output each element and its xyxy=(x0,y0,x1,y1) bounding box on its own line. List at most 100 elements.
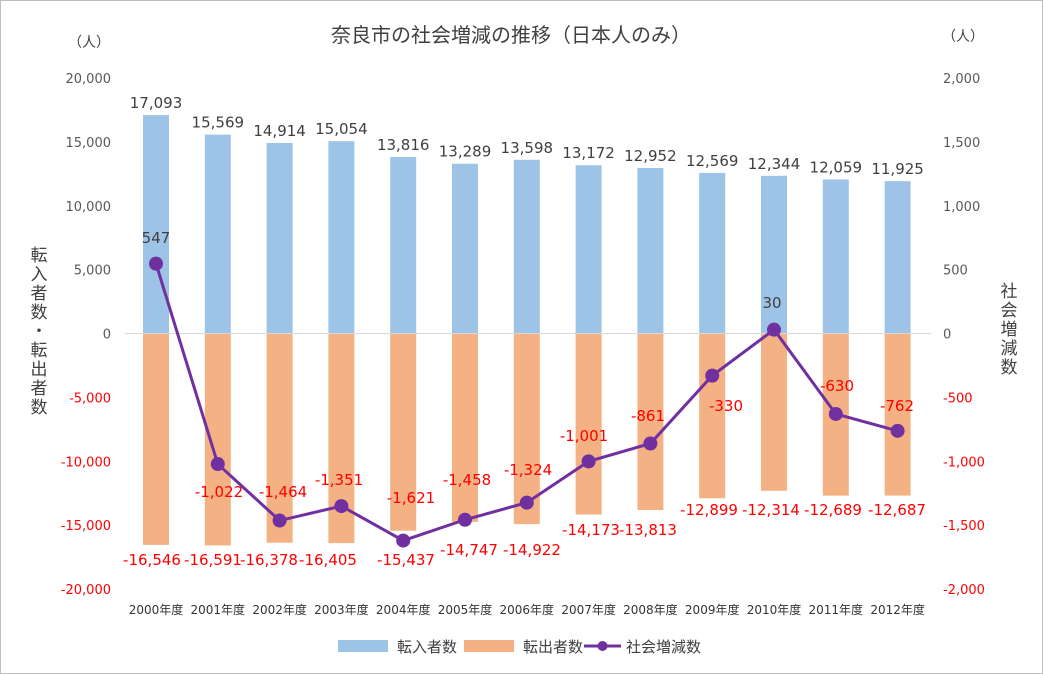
y-tick-label: 10,000 xyxy=(66,200,112,215)
y2-tick-label: -2,000 xyxy=(943,583,985,598)
x-tick-label: 2006年度 xyxy=(500,602,555,617)
right-unit: （人） xyxy=(942,29,984,45)
line-label: -1,351 xyxy=(315,471,363,489)
bar-in-label: 13,598 xyxy=(501,139,554,157)
social-change-line xyxy=(149,256,905,548)
axis-title-text: 社会増減数 xyxy=(1001,282,1018,378)
line-label: 547 xyxy=(142,229,171,247)
bar-out-label: -12,687 xyxy=(868,501,926,519)
x-tick-label: 2008年度 xyxy=(623,602,678,617)
line-point xyxy=(458,512,472,527)
bar-in xyxy=(637,168,664,334)
chart-title: 奈良市の社会増減の推移（日本人のみ） xyxy=(331,23,691,47)
bar-in-label: 14,914 xyxy=(253,122,306,140)
line-point xyxy=(272,513,287,528)
bar-out xyxy=(513,333,540,525)
line-label: 30 xyxy=(762,294,781,312)
bar-in xyxy=(884,181,911,334)
bar-out-label: -16,405 xyxy=(299,551,357,569)
bar-out-label: -16,378 xyxy=(240,551,298,569)
bar-out xyxy=(452,333,478,522)
bar-out xyxy=(266,333,293,543)
bar-in-label: 15,054 xyxy=(315,120,368,138)
y-tick-label: 20,000 xyxy=(66,72,112,87)
line-label: -630 xyxy=(820,377,854,395)
y2-tick-label: 0 xyxy=(943,328,951,343)
bar-in xyxy=(575,165,602,334)
y-tick-label: 0 xyxy=(103,328,111,343)
legend-label-in: 転入者数 xyxy=(397,638,457,656)
y2-tick-label: 1,500 xyxy=(943,136,980,151)
x-axis-ticks: 2000年度 2001年度 2002年度 2003年度 2004年度 2005年度 2006… xyxy=(129,602,925,617)
bar-in xyxy=(204,134,231,334)
line-label: -1,324 xyxy=(504,461,552,479)
line-label: -330 xyxy=(709,397,743,415)
bar-in-label: 17,093 xyxy=(130,94,183,112)
line-point xyxy=(149,256,163,271)
y-tick-label: -10,000 xyxy=(61,455,111,470)
line-label: -1,464 xyxy=(259,483,307,501)
line-label: -1,022 xyxy=(195,483,243,501)
y2-tick-label: 500 xyxy=(943,264,968,279)
legend-swatch-marker xyxy=(597,641,608,651)
line-point xyxy=(334,499,349,514)
y2-tick-label: 2,000 xyxy=(943,72,980,87)
y-tick-label: 15,000 xyxy=(66,136,112,151)
bar-in-label: 12,569 xyxy=(686,152,739,170)
x-tick-label: 2012年度 xyxy=(870,602,925,617)
line-point xyxy=(210,457,225,472)
line-label: -1,621 xyxy=(387,489,435,507)
line-point xyxy=(767,322,781,337)
legend-label-net: 社会増減数 xyxy=(626,638,701,656)
bar-out xyxy=(637,333,664,510)
line-label: -1,001 xyxy=(560,427,608,445)
bar-in-label: 12,952 xyxy=(624,147,677,165)
bar-in xyxy=(390,157,417,334)
bar-out xyxy=(884,333,911,496)
bar-out-label: -14,922 xyxy=(503,541,561,559)
bar-in-label: 13,172 xyxy=(562,144,615,162)
line-point xyxy=(581,454,596,469)
bar-in-label: 13,816 xyxy=(377,136,430,154)
line-point xyxy=(705,368,720,383)
bar-in-label: 11,925 xyxy=(871,160,924,178)
bar-out-label: -13,813 xyxy=(619,521,677,539)
y-tick-label: -20,000 xyxy=(61,583,111,598)
x-tick-label: 2004年度 xyxy=(376,602,431,617)
y2-tick-label: 1,000 xyxy=(943,200,980,215)
bar-in-label: 13,289 xyxy=(439,143,492,161)
y-axis-ticks: 20,000 15,000 10,000 5,000 0 -5,000 -10,000 -15… xyxy=(61,72,111,598)
line-point xyxy=(828,406,843,421)
bar-out-label: -14,173 xyxy=(562,521,620,539)
x-tick-label: 2001年度 xyxy=(191,602,246,617)
data-labels: 17,093 15,569 14,914 15,054 13,816 13,289 13,5… xyxy=(123,94,926,569)
bar-in xyxy=(513,159,540,334)
x-tick-label: 2010年度 xyxy=(747,602,802,617)
bar-in xyxy=(266,142,293,334)
bar-out xyxy=(761,333,787,491)
bar-out-label: -12,689 xyxy=(804,501,862,519)
y2-tick-label: -500 xyxy=(943,391,973,406)
bar-out-label: -15,437 xyxy=(377,551,435,569)
x-tick-label: 2000年度 xyxy=(129,602,184,617)
bar-out-label: -12,899 xyxy=(680,501,738,519)
line-point xyxy=(890,423,905,438)
y2-axis-title: 社会増減数 xyxy=(1001,282,1018,378)
y-axis-title: 転入者数・転出者数 xyxy=(31,246,48,418)
line-point xyxy=(519,495,534,510)
legend-label-out: 転出者数 xyxy=(523,638,583,656)
bar-out-label: -12,314 xyxy=(742,501,800,519)
bar-in xyxy=(699,172,726,334)
x-tick-label: 2005年度 xyxy=(438,602,493,617)
bar-in xyxy=(143,115,169,334)
axis-title-text: 転入者数・転出者数 xyxy=(31,246,48,418)
y-tick-label: -15,000 xyxy=(61,519,111,534)
bar-out-label: -16,591 xyxy=(184,551,242,569)
legend-swatch-in xyxy=(338,640,388,652)
bar-in-label: 12,059 xyxy=(810,158,863,176)
line-label: -1,458 xyxy=(443,471,491,489)
y2-axis-ticks: 2,000 1,500 1,000 500 0 -500 -1,000 -1,500 -2,00… xyxy=(943,72,985,598)
y2-tick-label: -1,000 xyxy=(943,455,985,470)
y-tick-label: 5,000 xyxy=(74,264,111,279)
bar-in-label: 15,569 xyxy=(192,114,245,132)
